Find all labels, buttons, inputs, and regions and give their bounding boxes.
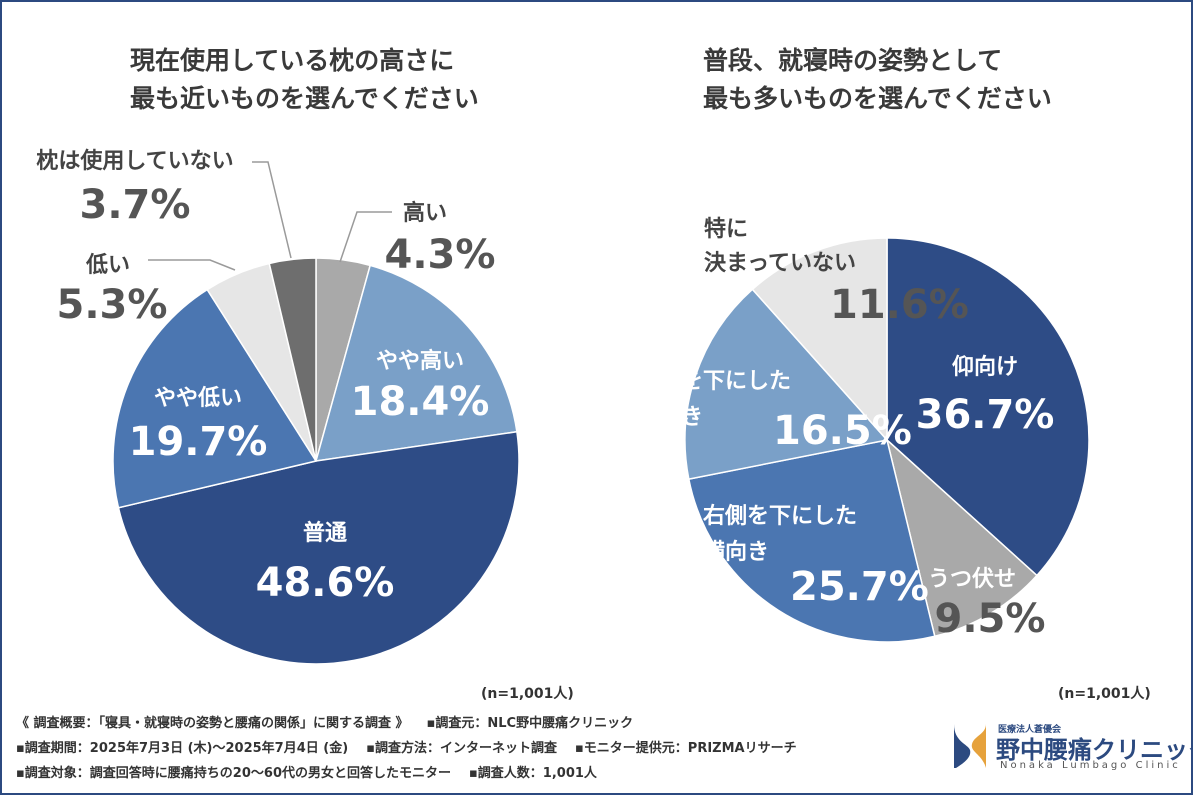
slice-label: 高い <box>403 200 447 226</box>
pie-slice <box>751 237 888 442</box>
clinic-logo-mark-icon <box>954 724 986 768</box>
slice-label: 低い <box>85 253 130 278</box>
slice-value-label: 16.5% <box>773 408 912 454</box>
slice-value-label: 11.6% <box>830 282 969 328</box>
chart-title-pillow-height: 現在使用している枕の高さに 最も近いものを選んでください <box>130 42 479 118</box>
survey-footer-line: ▪調査対象：調査回答時に腰痛持ちの20～60代の男女と回答したモニター ▪調査人数… <box>16 762 615 781</box>
title-line: 最も多いものを選んでください <box>703 84 1052 113</box>
chart-title-sleep-posture: 普段、就寝時の姿勢として 最も多いものを選んでください <box>703 42 1052 118</box>
slice-label: やや低い <box>154 386 242 411</box>
slice-value-label: 19.7% <box>129 419 268 465</box>
survey-footer-line: 《 調査概要：「寝具・就寝時の姿勢と腰痛の関係」に関する調査 》 ▪調査元：NLC… <box>16 712 651 731</box>
pie-slice <box>687 439 936 643</box>
slice-label: 普通 <box>303 520 347 546</box>
slice-label: 仰向け <box>952 354 1018 380</box>
logo-organization: 医療法人蒼優会 <box>998 725 1062 735</box>
slice-value-label: 36.7% <box>916 392 1055 438</box>
leader-line <box>252 161 292 259</box>
title-line: 現在使用している枕の高さに <box>130 46 455 75</box>
slice-label: 左側を下にした <box>637 368 791 394</box>
slice-label: やや高い <box>376 348 464 374</box>
pie-slice <box>885 437 1038 638</box>
footer-item: 《 調査概要：「寝具・就寝時の姿勢と腰痛の関係」に関する調査 》 <box>16 716 409 731</box>
pie-slice <box>886 237 1090 577</box>
footer-item: ▪調査対象：調査回答時に腰痛持ちの20～60代の男女と回答したモニター <box>16 766 451 781</box>
logo-english-name: Nonaka Lumbago Clinic <box>1000 760 1181 771</box>
slice-label: 横向き <box>637 404 703 430</box>
footer-item: ▪調査方法：インターネット調査 <box>366 741 557 756</box>
footer-item: ▪調査人数：1,001人 <box>469 766 597 781</box>
slice-value-label: 4.3% <box>385 232 496 278</box>
slice-label: 決まっていない <box>704 251 856 276</box>
sample-size-label: (n=1,001人) <box>481 686 574 702</box>
title-line: 普段、就寝時の姿勢として <box>703 46 1003 75</box>
slice-value-label: 48.6% <box>256 560 395 606</box>
slice-value-label: 25.7% <box>790 564 929 610</box>
slice-value-label: 9.5% <box>935 596 1046 642</box>
slice-value-label: 18.4% <box>351 379 490 425</box>
leader-line <box>339 211 392 263</box>
logo-clinic-name: 野中腰痛クリニック <box>996 736 1193 764</box>
footer-item: ▪調査元：NLC野中腰痛クリニック <box>426 716 634 731</box>
slice-label: 横向き <box>703 539 769 565</box>
slice-label: 右側を下にした <box>703 504 857 529</box>
footer-item: ▪調査期間：2025年7月3日 (木)～2025年7月4日 (金) <box>16 741 349 756</box>
pie-slice <box>117 430 520 665</box>
pie-slice <box>268 257 317 462</box>
pie-slice <box>314 264 518 462</box>
footer-item: ▪モニター提供元：PRIZMAリサーチ <box>575 741 797 756</box>
slice-label: うつ伏せ <box>928 566 1016 592</box>
leader-line <box>148 259 236 271</box>
title-line: 最も近いものを選んでください <box>130 84 479 113</box>
pie-slice <box>112 288 318 509</box>
clinic-logo: 医療法人蒼優会 野中腰痛クリニック Nonaka Lumbago Clinic <box>948 716 1193 778</box>
survey-footer-line: ▪調査期間：2025年7月3日 (木)～2025年7月4日 (金) ▪調査方法：イ… <box>16 737 815 756</box>
slice-value-label: 5.3% <box>57 282 168 328</box>
pie-slice <box>684 288 889 480</box>
slice-label: 枕は使用していない <box>36 149 233 174</box>
sample-size-label: (n=1,001人) <box>1058 686 1151 702</box>
slice-label: 特に <box>704 216 748 242</box>
slice-value-label: 3.7% <box>80 182 191 228</box>
